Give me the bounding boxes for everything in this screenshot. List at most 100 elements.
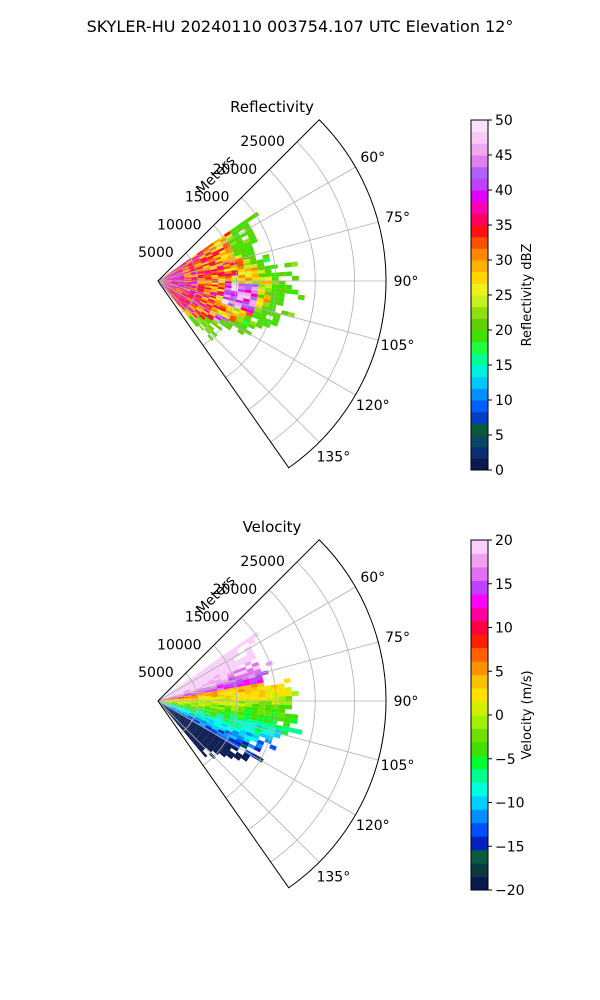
colorbar-segment <box>471 836 488 851</box>
colorbar-segment <box>471 295 488 308</box>
radar-cell <box>186 728 193 734</box>
radar-cell <box>251 631 260 639</box>
colorbar-segment <box>471 620 488 635</box>
radar-cell <box>189 266 196 270</box>
radar-cell <box>174 711 182 716</box>
radar-cell <box>168 288 175 293</box>
radar-cell <box>202 263 210 267</box>
radar-cell <box>191 699 199 701</box>
radar-cell <box>277 292 285 298</box>
radar-cell <box>170 705 177 709</box>
radar-cell <box>238 700 246 704</box>
radar-cell <box>177 692 184 696</box>
radar-cell <box>248 655 257 661</box>
radar-cell <box>191 696 199 699</box>
radar-cell <box>190 692 198 696</box>
radar-cell <box>285 271 292 277</box>
radar-cell <box>184 730 191 736</box>
radar-cell <box>202 684 210 689</box>
radar-cell <box>245 731 254 738</box>
radar-cell <box>194 716 202 721</box>
radar-cell <box>252 665 261 671</box>
radar-cell <box>184 698 192 700</box>
radar-cell <box>164 695 171 699</box>
radar-cell <box>217 309 225 315</box>
reflectivity-axis-labels: 5000 10000 15000 20000 25000 60° 75° 90° 105° 120… <box>138 134 418 465</box>
radar-cell <box>225 278 232 281</box>
colorbar-tick-label: 10 <box>495 393 513 409</box>
radar-cell <box>163 284 169 289</box>
azimuth-spoke <box>157 280 379 341</box>
radar-cell <box>278 284 286 290</box>
radar-cell <box>182 290 190 295</box>
radar-cell <box>257 714 265 719</box>
radar-cell <box>247 638 256 646</box>
radar-cell <box>164 275 171 279</box>
radar-cell <box>191 275 198 278</box>
radar-cell <box>180 295 187 300</box>
radar-cell <box>188 265 196 269</box>
azimuth-tick-label: 135° <box>316 869 350 885</box>
reflectivity-panel: Reflectivity 5000 10000 15000 20000 25000 60°… <box>138 98 535 479</box>
radar-cell <box>251 661 260 668</box>
radar-cell <box>204 704 212 707</box>
radar-cell <box>238 697 246 701</box>
radar-cell <box>175 300 182 306</box>
radar-cell <box>244 271 252 275</box>
radar-cell <box>207 662 215 669</box>
radar-cell <box>247 250 255 256</box>
radar-cell <box>199 254 206 260</box>
radar-cell <box>203 710 211 714</box>
radar-cell <box>184 276 192 279</box>
radar-cell <box>237 328 245 336</box>
radar-cell <box>245 697 252 701</box>
radar-cell <box>240 306 248 312</box>
radar-cell <box>198 282 205 284</box>
radar-cell <box>164 700 172 701</box>
radar-cell <box>188 293 196 297</box>
radar-cell <box>163 704 170 709</box>
radar-cell <box>167 710 172 716</box>
radar-cell <box>218 276 225 279</box>
radar-cell <box>194 682 202 687</box>
radar-cell <box>175 267 182 272</box>
radar-cell <box>257 266 265 271</box>
radar-cell <box>217 288 225 292</box>
radar-cell <box>223 294 231 298</box>
radar-cell <box>197 287 205 291</box>
radial-tick-label: 10000 <box>157 217 202 233</box>
radar-cell <box>271 292 279 297</box>
radar-cell <box>238 706 245 710</box>
radar-cell <box>183 709 190 713</box>
radar-cell <box>251 313 260 320</box>
radar-cell <box>218 698 226 701</box>
radar-cell <box>265 734 274 741</box>
radar-cell <box>180 262 187 268</box>
radar-cell <box>168 708 175 713</box>
radar-cell <box>177 695 185 698</box>
radar-cell <box>202 729 209 736</box>
radar-cell <box>195 263 203 268</box>
radar-cell <box>232 309 240 315</box>
radar-cell <box>241 723 249 729</box>
radar-cell <box>214 300 222 306</box>
colorbar-segment <box>471 822 488 837</box>
radial-tick-label: 15000 <box>185 190 230 206</box>
colorbar-segment <box>471 809 488 824</box>
radar-cell <box>191 703 199 705</box>
radar-cell <box>228 317 236 323</box>
radar-cell <box>217 269 225 273</box>
range-ring <box>270 561 355 863</box>
radar-cell <box>190 709 197 713</box>
radar-cell <box>262 253 270 259</box>
radar-cell <box>225 653 233 660</box>
radar-cell <box>204 318 211 325</box>
radar-cell <box>197 691 205 695</box>
radar-cell <box>253 730 261 737</box>
radar-cell <box>284 713 292 719</box>
radar-cell <box>197 286 205 289</box>
radar-cell <box>182 711 189 716</box>
radar-cell <box>197 725 205 730</box>
radar-cell <box>265 696 272 701</box>
radar-cell <box>184 720 191 726</box>
